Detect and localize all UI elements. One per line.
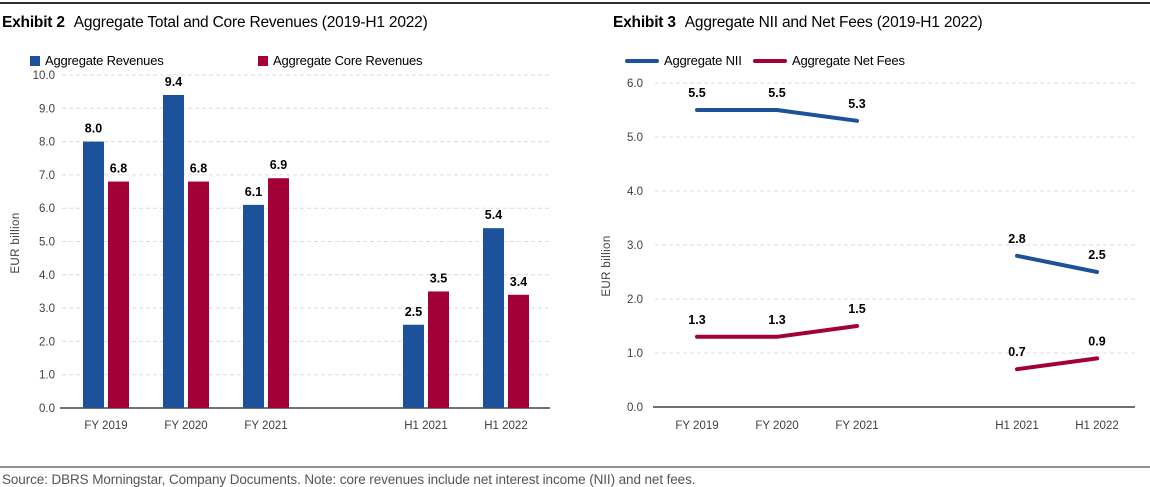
- value-label: 5.3: [848, 97, 865, 111]
- y-tick-label: 4.0: [627, 186, 643, 198]
- value-label: 1.3: [768, 313, 785, 327]
- chart-title-text: Aggregate Total and Core Revenues (2019-…: [73, 14, 428, 31]
- legend-swatch-square-icon: [258, 56, 268, 66]
- legend: Aggregate NII Aggregate Net Fees: [575, 54, 1150, 68]
- bar-chart-plot: 0.0 1.0 2.0 3.0 4.0 5.0 6.0 7.0 8.0 9.0 10.0 FY 201…: [33, 70, 550, 432]
- y-tick-label: 5.0: [39, 237, 55, 249]
- value-label: 1.3: [688, 313, 705, 327]
- chart-title: Exhibit 2 Aggregate Total and Core Revenu…: [2, 13, 428, 32]
- legend-label: Aggregate Net Fees: [792, 53, 905, 68]
- value-label: 5.5: [688, 86, 705, 100]
- footer-divider: [0, 466, 1150, 468]
- legend-item: Aggregate NII: [625, 54, 742, 68]
- legend-swatch-line-icon: [753, 59, 787, 63]
- y-tick-label: 4.0: [39, 270, 55, 282]
- value-label: 2.5: [405, 305, 422, 319]
- bar: [108, 181, 129, 408]
- y-tick-label: 1.0: [627, 348, 643, 360]
- chart-title-text: Aggregate NII and Net Fees (2019-H1 2022…: [684, 14, 983, 31]
- bar: [428, 291, 449, 408]
- exhibit-2-bar-chart: Exhibit 2 Aggregate Total and Core Revenu…: [0, 0, 575, 460]
- exhibit-label: Exhibit 2: [2, 14, 65, 31]
- value-label: 6.9: [270, 158, 287, 172]
- value-label: 0.7: [1008, 345, 1025, 359]
- bar: [403, 324, 424, 408]
- bar: [188, 181, 209, 408]
- y-tick-label: 6.0: [39, 203, 55, 215]
- value-label: 3.4: [510, 275, 527, 289]
- legend-item: Aggregate Revenues: [30, 54, 164, 68]
- y-tick-label: 9.0: [39, 103, 55, 115]
- y-tick-label: 8.0: [39, 137, 55, 149]
- x-category-label: FY 2019: [84, 420, 127, 432]
- value-label: 6.8: [110, 162, 127, 176]
- y-tick-label: 0.0: [39, 403, 55, 415]
- y-tick-label: 2.0: [627, 294, 643, 306]
- line-chart-plot: 0.0 1.0 2.0 3.0 4.0 5.0 6.0 FY 2019 FY 2020 FY 20…: [627, 78, 1135, 432]
- value-label: 9.4: [165, 75, 182, 89]
- legend-item: Aggregate Net Fees: [753, 54, 905, 68]
- value-label: 6.8: [190, 162, 207, 176]
- series-line: [1015, 356, 1099, 372]
- value-label: 6.1: [245, 185, 262, 199]
- y-tick-label: 6.0: [627, 78, 643, 90]
- chart-title: Exhibit 3 Aggregate NII and Net Fees (201…: [613, 13, 983, 32]
- legend-label: Aggregate NII: [664, 53, 742, 68]
- x-category-label: H1 2022: [484, 420, 527, 432]
- bar: [163, 94, 184, 408]
- bar: [508, 294, 529, 408]
- top-divider: [0, 2, 1150, 4]
- legend-swatch-square-icon: [30, 56, 40, 66]
- value-label: 8.0: [85, 122, 102, 136]
- x-category-label: FY 2021: [835, 420, 878, 432]
- y-tick-label: 5.0: [627, 132, 643, 144]
- legend-item: Aggregate Core Revenues: [258, 53, 423, 68]
- legend-label: Aggregate Revenues: [45, 53, 164, 68]
- value-label: 3.5: [430, 271, 447, 285]
- x-category-label: FY 2019: [675, 420, 718, 432]
- source-note: Source: DBRS Morningstar, Company Docume…: [2, 472, 696, 487]
- y-tick-label: 3.0: [39, 303, 55, 315]
- legend-label: Aggregate Core Revenues: [273, 53, 423, 68]
- value-label: 2.5: [1088, 248, 1105, 262]
- series-line: [695, 324, 859, 339]
- value-label: 2.8: [1008, 232, 1025, 246]
- exhibit-3-line-chart: Exhibit 3 Aggregate NII and Net Fees (201…: [575, 0, 1150, 460]
- x-category-label: H1 2021: [404, 420, 447, 432]
- value-label: 5.5: [768, 86, 785, 100]
- bar: [83, 141, 104, 408]
- legend-swatch-line-icon: [625, 59, 659, 63]
- y-tick-label: 1.0: [39, 370, 55, 382]
- x-category-label: FY 2021: [244, 420, 287, 432]
- x-category-label: H1 2021: [995, 420, 1038, 432]
- y-tick-label: 0.0: [627, 402, 643, 414]
- bar: [268, 178, 289, 408]
- x-category-label: FY 2020: [164, 420, 207, 432]
- exhibit-label: Exhibit 3: [613, 14, 676, 31]
- value-label: 5.4: [485, 208, 502, 222]
- value-label: 0.9: [1088, 334, 1105, 348]
- x-category-label: H1 2022: [1075, 420, 1118, 432]
- bar: [243, 204, 264, 408]
- y-tick-label: 3.0: [627, 240, 643, 252]
- x-category-label: FY 2020: [755, 420, 798, 432]
- series-line: [695, 108, 859, 123]
- legend: Aggregate Revenues Aggregate Core Revenu…: [0, 54, 575, 68]
- series-line: [1015, 253, 1099, 274]
- value-label: 1.5: [848, 302, 865, 316]
- y-tick-label: 2.0: [39, 336, 55, 348]
- bar: [483, 228, 504, 408]
- y-tick-label: 7.0: [39, 170, 55, 182]
- y-tick-label: 10.0: [33, 70, 55, 82]
